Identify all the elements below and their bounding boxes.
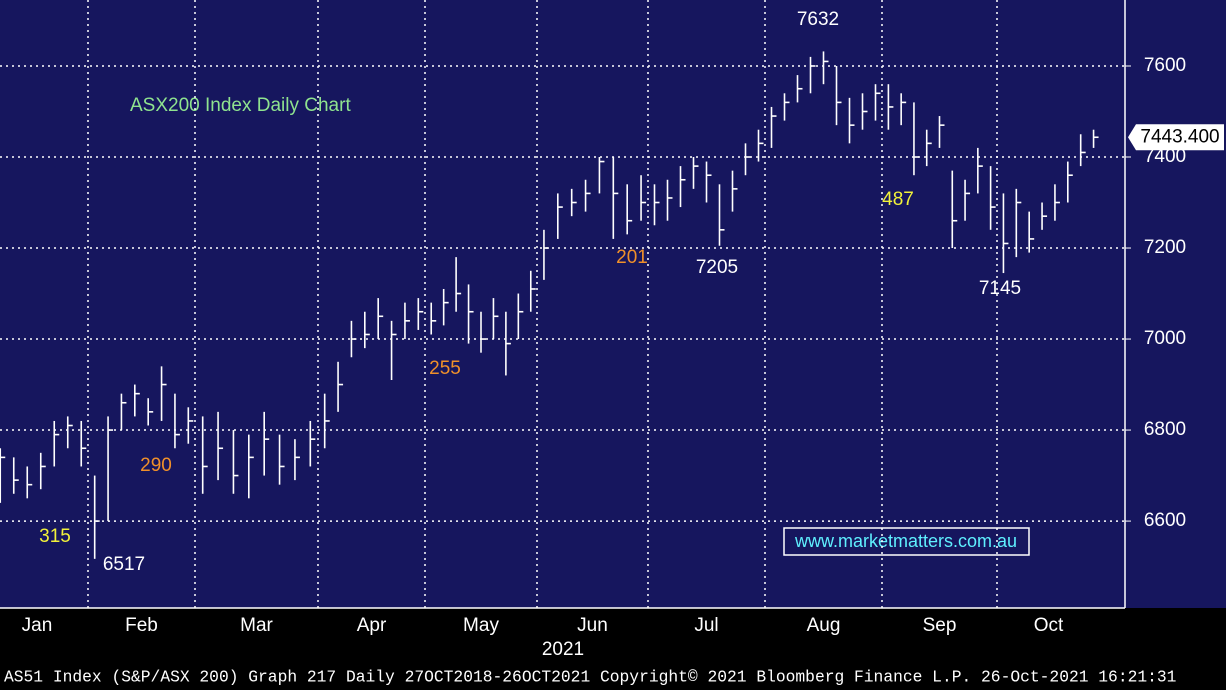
x-tick-label: Apr <box>357 615 387 636</box>
annotation: 290 <box>140 455 172 476</box>
plot-background <box>0 0 1226 608</box>
annotation: 7145 <box>979 278 1021 299</box>
x-tick-label: Feb <box>125 615 158 636</box>
y-tick-label: 7400 <box>1144 146 1186 167</box>
y-tick-label: 7200 <box>1144 237 1186 258</box>
y-tick-label: 7600 <box>1144 55 1186 76</box>
x-tick-label: Jan <box>22 615 53 636</box>
annotation: 7205 <box>696 257 738 278</box>
annotation: 487 <box>882 189 914 210</box>
x-tick-label: Jun <box>577 615 608 636</box>
x-tick-label: May <box>463 615 499 636</box>
annotation: 255 <box>429 358 461 379</box>
annotation: 7632 <box>797 9 839 30</box>
x-tick-label: Mar <box>240 615 273 636</box>
x-tick-label: Oct <box>1034 615 1064 636</box>
last-price-box <box>1128 124 1224 151</box>
x-tick-label: Jul <box>694 615 718 636</box>
watermark: www.marketmatters.com.au <box>794 531 1017 551</box>
x-tick-label: Aug <box>807 615 841 636</box>
annotation: 6517 <box>103 554 145 575</box>
y-tick-label: 6600 <box>1144 510 1186 531</box>
footer: AS51 Index (S&P/ASX 200) Graph 217 Daily… <box>4 667 1176 686</box>
last-price-label: 7443.400 <box>1140 126 1219 147</box>
y-tick-label: 6800 <box>1144 419 1186 440</box>
x-axis-label: 2021 <box>542 639 584 660</box>
axis-background <box>0 608 1226 690</box>
y-tick-label: 7000 <box>1144 328 1186 349</box>
watermark-box <box>783 527 1030 556</box>
annotation: 315 <box>39 526 71 547</box>
annotation: 201 <box>616 247 648 268</box>
chart-title: ASX200 Index Daily Chart <box>130 95 351 116</box>
x-tick-label: Sep <box>923 615 957 636</box>
